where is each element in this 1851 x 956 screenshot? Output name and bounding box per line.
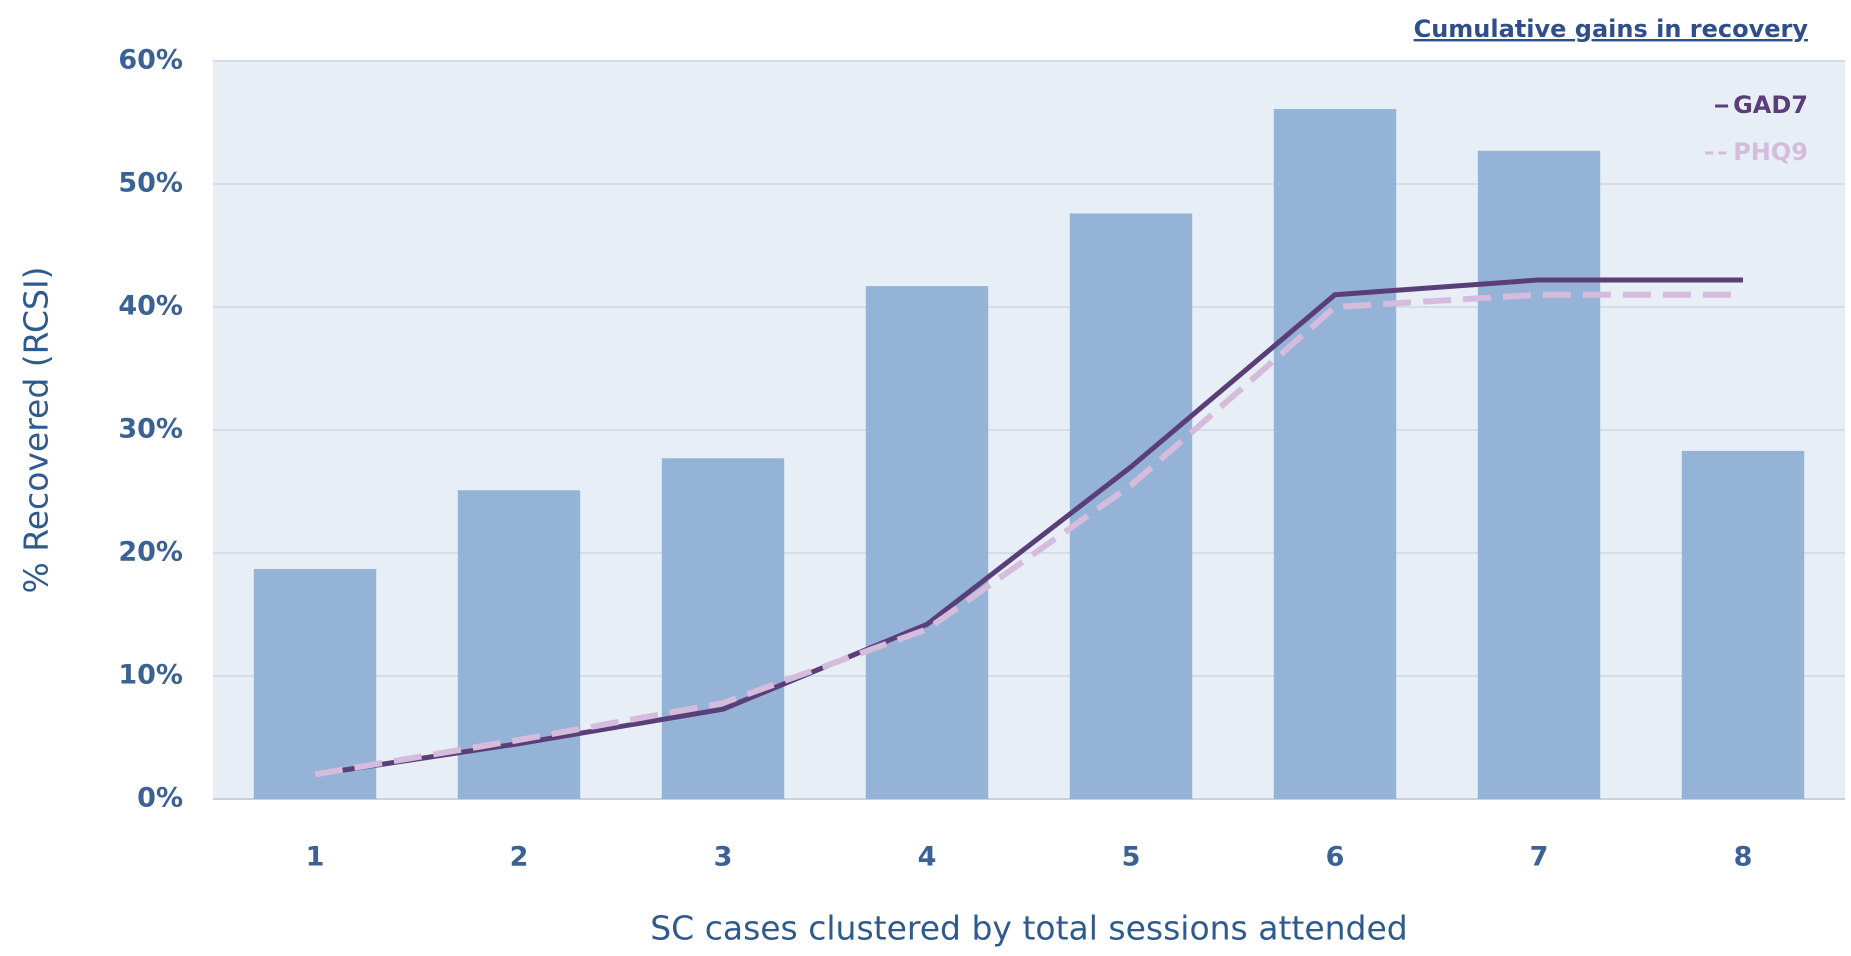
bar <box>1477 150 1601 800</box>
y-tick-label: 0% <box>137 783 183 814</box>
y-tick-label: 50% <box>118 168 183 199</box>
x-tick-label: 6 <box>1326 842 1345 873</box>
y-tick-label: 30% <box>118 414 183 445</box>
y-tick-label: 60% <box>118 45 183 76</box>
y-axis-title: % Recovered (RCSI) <box>17 266 56 593</box>
x-tick-label: 3 <box>714 842 733 873</box>
y-tick-label: 40% <box>118 291 183 322</box>
x-axis-title: SC cases clustered by total sessions att… <box>650 909 1408 948</box>
bar <box>1069 213 1193 799</box>
x-tick-label: 5 <box>1122 842 1141 873</box>
legend-label: PHQ9 <box>1733 138 1808 166</box>
line-1 <box>314 277 1743 777</box>
bar <box>1681 450 1805 799</box>
x-tick-label: 4 <box>918 842 937 873</box>
legend-label: GAD7 <box>1733 91 1808 119</box>
line-2 <box>314 291 1743 778</box>
bar <box>1273 108 1397 800</box>
chart-title: Cumulative gains in recovery <box>1414 15 1809 43</box>
x-tick-label: 2 <box>510 842 529 873</box>
y-tick-label: 10% <box>118 660 183 691</box>
x-tick-label: 7 <box>1530 842 1549 873</box>
x-tick-label: 8 <box>1734 842 1753 873</box>
x-tick-label: 1 <box>306 842 325 873</box>
bar <box>865 286 989 800</box>
y-tick-label: 20% <box>118 537 183 568</box>
bar <box>661 458 785 799</box>
bar <box>253 568 377 799</box>
bar <box>457 490 581 799</box>
